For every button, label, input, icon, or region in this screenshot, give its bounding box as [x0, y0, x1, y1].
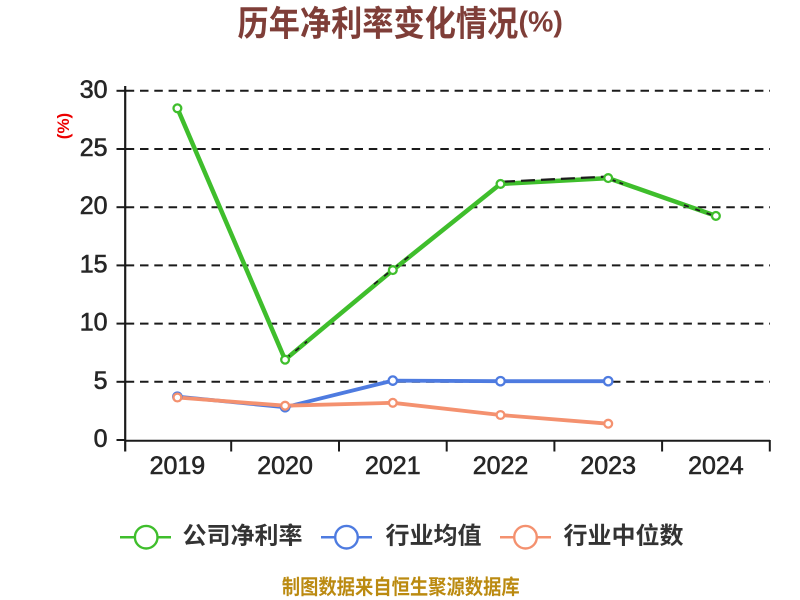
svg-text:30: 30	[80, 76, 108, 104]
svg-text:10: 10	[80, 309, 108, 337]
svg-text:(%): (%)	[519, 7, 563, 39]
svg-text:20: 20	[80, 192, 108, 220]
svg-text:2021: 2021	[365, 452, 421, 480]
svg-text:2022: 2022	[473, 452, 529, 480]
svg-text:0: 0	[94, 425, 108, 453]
svg-text:2024: 2024	[688, 452, 744, 480]
svg-text:(%): (%)	[54, 113, 73, 139]
svg-text:2023: 2023	[580, 452, 636, 480]
svg-text:2019: 2019	[150, 452, 206, 480]
svg-text:25: 25	[80, 134, 108, 162]
svg-text:2020: 2020	[257, 452, 313, 480]
svg-text:15: 15	[80, 250, 108, 278]
svg-text:5: 5	[94, 367, 108, 395]
